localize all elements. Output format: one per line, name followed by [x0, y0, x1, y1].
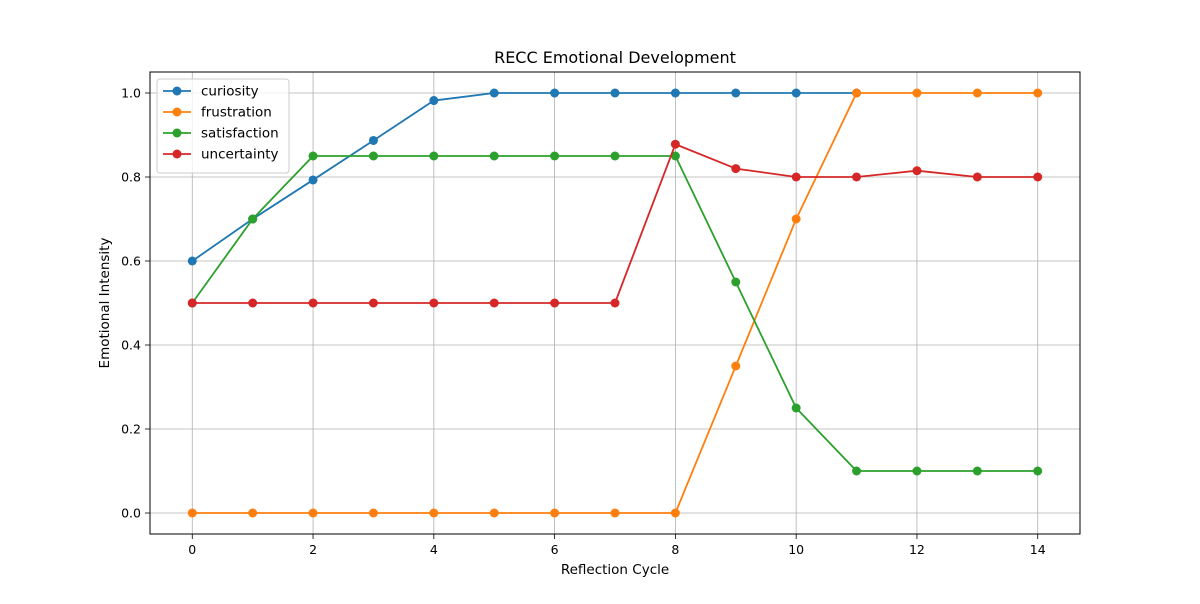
- axis-ticks: 0 2 4 6 8 10 12 14 0.0 0.2 0.4 0.6 0.8 1.0: [121, 86, 1046, 558]
- data-point-curiosity: [731, 88, 741, 98]
- series-uncertainty: [187, 139, 1043, 308]
- series-line-uncertainty: [192, 143, 1038, 304]
- data-point-satisfaction: [429, 151, 439, 161]
- data-point-satisfaction: [670, 151, 680, 161]
- legend-marker: [172, 86, 182, 96]
- data-point-uncertainty: [791, 172, 801, 182]
- data-point-curiosity: [308, 175, 318, 185]
- data-point-uncertainty: [610, 298, 620, 308]
- data-point-frustration: [610, 508, 620, 518]
- data-point-uncertainty: [550, 298, 560, 308]
- legend-label: satisfaction: [201, 126, 279, 142]
- data-point-frustration: [912, 88, 922, 98]
- data-point-frustration: [187, 508, 197, 518]
- legend-marker: [172, 149, 182, 159]
- data-point-curiosity: [670, 88, 680, 98]
- legend-box: [156, 78, 290, 174]
- data-point-satisfaction: [610, 151, 620, 161]
- data-point-frustration: [489, 508, 499, 518]
- series-satisfaction: [187, 151, 1043, 476]
- legend-item-uncertainty: uncertainty: [163, 147, 279, 163]
- data-point-uncertainty: [1033, 172, 1043, 182]
- data-point-curiosity: [429, 96, 439, 106]
- data-point-frustration: [429, 508, 439, 518]
- data-point-uncertainty: [852, 172, 862, 182]
- data-point-uncertainty: [368, 298, 378, 308]
- data-point-frustration: [972, 88, 982, 98]
- data-point-frustration: [308, 508, 318, 518]
- data-point-uncertainty: [731, 164, 741, 174]
- data-point-frustration: [791, 214, 801, 224]
- data-point-frustration: [852, 88, 862, 98]
- y-tick-label: 1.0: [121, 86, 141, 101]
- data-point-frustration: [368, 508, 378, 518]
- y-tick-label: 0.0: [121, 506, 141, 521]
- y-tick-label: 0.4: [121, 338, 141, 353]
- data-point-satisfaction: [1033, 466, 1043, 476]
- legend-item-frustration: frustration: [163, 105, 272, 121]
- data-point-curiosity: [368, 135, 378, 145]
- data-point-frustration: [731, 361, 741, 371]
- x-axis-label: Reflection Cycle: [561, 562, 669, 578]
- series-lines: [187, 88, 1043, 518]
- data-point-uncertainty: [187, 298, 197, 308]
- data-point-satisfaction: [550, 151, 560, 161]
- legend-label: curiosity: [201, 84, 259, 100]
- y-axis-label: Emotional Intensity: [97, 238, 113, 369]
- x-tick-label: 14: [1030, 542, 1046, 557]
- x-tick-label: 4: [430, 542, 438, 557]
- data-point-satisfaction: [852, 466, 862, 476]
- legend-item-satisfaction: satisfaction: [163, 126, 279, 142]
- x-tick-label: 2: [309, 542, 317, 557]
- chart-title: RECC Emotional Development: [494, 48, 736, 67]
- legend: curiosity frustration satisfaction uncertai…: [156, 78, 290, 174]
- y-tick-label: 0.2: [121, 422, 141, 437]
- data-point-satisfaction: [912, 466, 922, 476]
- data-point-satisfaction: [248, 214, 258, 224]
- data-point-satisfaction: [731, 277, 741, 287]
- legend-marker: [172, 128, 182, 138]
- data-point-satisfaction: [489, 151, 499, 161]
- data-point-curiosity: [489, 88, 499, 98]
- x-tick-label: 8: [671, 542, 679, 557]
- y-tick-label: 0.8: [121, 170, 141, 185]
- legend-label: frustration: [201, 105, 272, 121]
- data-point-satisfaction: [791, 403, 801, 413]
- series-frustration: [187, 88, 1043, 518]
- data-point-frustration: [670, 508, 680, 518]
- data-point-curiosity: [791, 88, 801, 98]
- x-tick-label: 6: [551, 542, 559, 557]
- x-tick-label: 12: [909, 542, 925, 557]
- data-point-uncertainty: [489, 298, 499, 308]
- data-point-satisfaction: [972, 466, 982, 476]
- data-point-uncertainty: [912, 166, 922, 176]
- legend-marker: [172, 107, 182, 117]
- data-point-frustration: [1033, 88, 1043, 98]
- legend-label: uncertainty: [201, 147, 279, 163]
- plot-frame: [149, 71, 1081, 535]
- data-point-frustration: [550, 508, 560, 518]
- data-point-curiosity: [610, 88, 620, 98]
- data-point-uncertainty: [429, 298, 439, 308]
- data-point-satisfaction: [368, 151, 378, 161]
- data-point-uncertainty: [308, 298, 318, 308]
- data-point-curiosity: [187, 256, 197, 266]
- x-tick-label: 10: [788, 542, 804, 557]
- data-point-frustration: [248, 508, 258, 518]
- y-tick-label: 0.6: [121, 254, 141, 269]
- series-line-satisfaction: [191, 155, 1038, 472]
- data-point-uncertainty: [972, 172, 982, 182]
- x-tick-label: 0: [188, 542, 196, 557]
- data-point-curiosity: [550, 88, 560, 98]
- data-point-uncertainty: [670, 139, 680, 149]
- series-line-curiosity: [191, 92, 857, 262]
- legend-item-curiosity: curiosity: [163, 84, 259, 100]
- data-point-uncertainty: [248, 298, 258, 308]
- data-point-satisfaction: [308, 151, 318, 161]
